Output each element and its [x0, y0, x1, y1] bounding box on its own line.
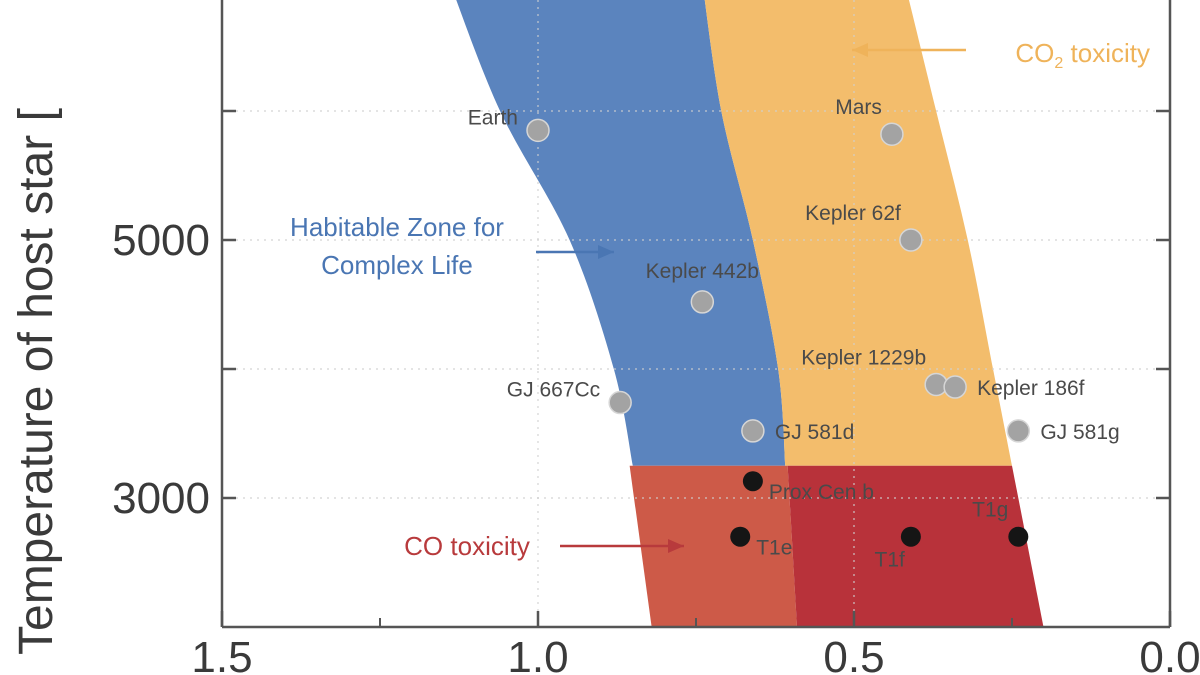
planet-label: GJ 581g	[1040, 421, 1119, 444]
planet-point	[1006, 419, 1031, 443]
axes-layer: 1.5 1.0 0.5 0.0 5000 3000	[112, 0, 1200, 675]
co2-toxicity-zone	[704, 0, 1012, 466]
co2-toxicity-arrow-head	[852, 43, 868, 57]
planet-point	[742, 471, 763, 492]
complex-life-label: Habitable Zone for	[290, 212, 504, 242]
x-tick-label: 0.0	[1139, 633, 1200, 675]
points-layer: Earth Mars Kepler 62f Kepler 442b GJ 667Cc Ke…	[468, 96, 1120, 571]
complex-life-label: Complex Life	[321, 250, 473, 280]
planet-label: T1f	[875, 549, 906, 572]
planet-label: Kepler 1229b	[801, 346, 926, 369]
x-tick-label: 0.5	[823, 633, 884, 675]
planet-label: Earth	[468, 106, 518, 129]
y-tick-label: 5000	[112, 216, 210, 265]
planet-point	[900, 526, 921, 547]
planet-label: GJ 581d	[775, 421, 854, 444]
planet-label: T1g	[972, 499, 1008, 522]
planet-label: GJ 667Cc	[507, 379, 600, 402]
complex-life-zone	[456, 0, 786, 466]
y-tick-label: 3000	[112, 474, 210, 523]
planet-point	[1008, 526, 1029, 547]
planet-point	[730, 526, 751, 547]
x-tick-label: 1.5	[191, 633, 252, 675]
planet-label: Kepler 186f	[977, 377, 1085, 400]
complex-life-arrow-head	[598, 245, 614, 259]
planet-label: T1e	[756, 537, 792, 560]
planet-label: Mars	[835, 96, 882, 119]
planet-label: Prox Cen b	[769, 481, 874, 504]
planet-point	[943, 375, 967, 399]
planet-point	[526, 118, 550, 143]
zones-layer	[456, 0, 1044, 627]
co-toxicity-label: CO toxicity	[404, 531, 530, 561]
planet-point	[741, 419, 765, 443]
co-toxicity-arrow-head	[668, 539, 684, 553]
planet-label: Kepler 62f	[805, 202, 901, 225]
x-tick-label: 1.0	[507, 633, 568, 675]
planet-label: Kepler 442b	[646, 260, 759, 283]
co-toxicity-zone-right	[787, 465, 1044, 627]
y-axis-title: Temperature of host star [	[10, 108, 63, 655]
co-toxicity-zone-left	[629, 465, 798, 627]
annotations-layer: Habitable Zone for Complex Life CO2 toxici…	[290, 38, 1150, 561]
planet-point	[880, 122, 904, 146]
planet-point	[608, 390, 632, 415]
planet-point	[899, 228, 923, 252]
planet-point	[690, 290, 715, 314]
co2-toxicity-label: CO2 toxicity	[1015, 38, 1150, 72]
